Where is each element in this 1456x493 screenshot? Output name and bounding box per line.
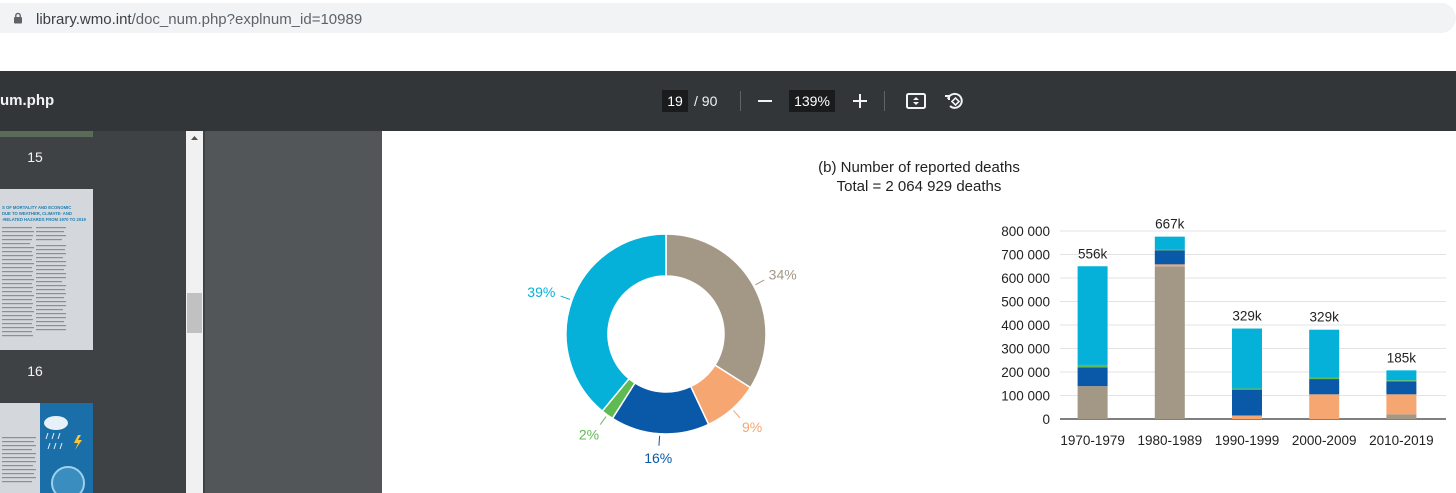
fit-to-page-button[interactable] bbox=[901, 86, 931, 116]
zoom-level-input[interactable]: 139% bbox=[789, 90, 835, 112]
y-tick-label: 400 000 bbox=[1001, 318, 1050, 333]
x-tick-label: 1990-1999 bbox=[1215, 433, 1280, 448]
donut-leader-line bbox=[658, 435, 661, 446]
y-tick-label: 800 000 bbox=[1001, 224, 1050, 239]
donut-slice-label: 34% bbox=[769, 266, 797, 282]
cloud-icon bbox=[44, 416, 68, 430]
url-field[interactable]: library.wmo.int/doc_num.php?explnum_id=1… bbox=[0, 3, 1456, 33]
y-tick-label: 600 000 bbox=[1001, 271, 1050, 286]
bar-segment bbox=[1077, 367, 1108, 387]
bar-segment bbox=[1232, 389, 1262, 416]
rain-icon bbox=[45, 432, 63, 450]
donut-slice bbox=[665, 233, 767, 389]
scroll-up-icon[interactable] bbox=[186, 131, 203, 145]
bar-segment bbox=[1386, 380, 1417, 382]
thumbnail-page-number: 15 bbox=[27, 149, 43, 165]
x-tick-label: 1980-1989 bbox=[1138, 433, 1203, 448]
x-tick-label: 2000-2009 bbox=[1292, 433, 1357, 448]
sidebar-scrollbar-thumb[interactable] bbox=[187, 293, 202, 333]
toolbar-divider bbox=[884, 91, 885, 111]
y-tick-label: 100 000 bbox=[1001, 389, 1050, 404]
bar-segment bbox=[1386, 370, 1417, 381]
bar-segment bbox=[1309, 329, 1340, 378]
y-tick-label: 700 000 bbox=[1001, 248, 1050, 263]
bar-segment bbox=[1154, 250, 1185, 265]
y-tick-label: 300 000 bbox=[1001, 342, 1050, 357]
storm-icon bbox=[51, 466, 85, 493]
donut-leader-line bbox=[560, 295, 571, 300]
url-path: /doc_num.php?explnum_id=10989 bbox=[131, 11, 363, 28]
pdf-page: (b) Number of reported deaths Total = 2 … bbox=[382, 131, 1456, 493]
donut-slice-label: 2% bbox=[579, 426, 599, 442]
bar-total-label: 556k bbox=[1078, 246, 1108, 261]
bar-segment bbox=[1077, 266, 1108, 365]
bar-segment bbox=[1232, 388, 1262, 390]
toolbar-divider bbox=[740, 91, 741, 111]
pdf-toolbar: um.php 19 / 90 139% bbox=[0, 71, 1456, 131]
stacked-bar-chart: 0 100 000 200 000 300 000 400 000 500 000 600 … bbox=[1001, 217, 1446, 448]
bar-total-label: 185k bbox=[1387, 350, 1417, 365]
thumbnail-sidebar: 15 S OF MORTALITY AND ECONOMIC DUE TO WE… bbox=[0, 131, 205, 493]
thumbnail-page-number: 16 bbox=[27, 363, 43, 379]
thumbnail-14-edge[interactable] bbox=[0, 131, 93, 137]
bar-segment bbox=[1232, 328, 1262, 389]
thumbnail-heading-line-2: DUE TO WEATHER, CLIMATE- AND bbox=[2, 211, 72, 216]
bar-segment bbox=[1077, 386, 1108, 419]
bar-segment bbox=[1154, 264, 1185, 267]
bar-total-label: 667k bbox=[1155, 217, 1185, 232]
bar-total-label: 329k bbox=[1310, 310, 1340, 325]
y-tick-label: 0 bbox=[1042, 412, 1050, 427]
bar-segment bbox=[1309, 379, 1340, 395]
bar-segment bbox=[1154, 266, 1185, 419]
x-tick-label: 1970-1979 bbox=[1060, 433, 1125, 448]
minus-icon bbox=[758, 100, 772, 102]
plus-icon bbox=[853, 94, 867, 108]
rotate-button[interactable] bbox=[939, 86, 969, 116]
donut-slice-label: 16% bbox=[644, 450, 672, 466]
donut-leader-line bbox=[733, 410, 741, 419]
zoom-in-button[interactable] bbox=[845, 86, 875, 116]
donut-leader-line bbox=[599, 416, 607, 425]
figure-title: (b) Number of reported deaths bbox=[818, 159, 1020, 176]
thumbnail-15-preview: S OF MORTALITY AND ECONOMIC DUE TO WEATH… bbox=[0, 189, 93, 350]
donut-slice-label: 39% bbox=[527, 284, 555, 300]
bar-total-label: 329k bbox=[1232, 309, 1262, 324]
thumbnail-text-lines bbox=[2, 437, 36, 483]
lightning-icon bbox=[74, 435, 82, 450]
bar-segment bbox=[1309, 377, 1340, 380]
thumbnail-heading-line-3: -RELATED HAZARDS FROM 1970 TO 2019 bbox=[2, 217, 87, 222]
y-tick-label: 500 000 bbox=[1001, 295, 1050, 310]
bar-segment bbox=[1154, 249, 1185, 251]
y-tick-label: 200 000 bbox=[1001, 365, 1050, 380]
url-host: library.wmo.int bbox=[36, 11, 132, 28]
rotate-icon bbox=[945, 92, 963, 109]
bar-segment bbox=[1386, 381, 1417, 395]
thumbnail-text-lines bbox=[2, 227, 66, 337]
figure-subtitle: Total = 2 064 929 deaths bbox=[836, 178, 1002, 195]
page-gap bbox=[0, 36, 1456, 71]
thumbnail-16-preview bbox=[0, 403, 93, 493]
lock-icon[interactable] bbox=[12, 12, 24, 24]
bar-segment bbox=[1386, 414, 1417, 419]
x-tick-label: 2010-2019 bbox=[1369, 433, 1434, 448]
donut-slice bbox=[565, 233, 667, 413]
total-pages: / 90 bbox=[694, 93, 718, 109]
donut-slice-label: 9% bbox=[742, 419, 762, 435]
browser-address-bar: library.wmo.int/doc_num.php?explnum_id=1… bbox=[0, 0, 1456, 36]
file-name: um.php bbox=[0, 92, 55, 109]
zoom-out-button[interactable] bbox=[750, 86, 780, 116]
thumbnail-page-15[interactable]: S OF MORTALITY AND ECONOMIC DUE TO WEATH… bbox=[0, 189, 93, 350]
thumbnail-page-16[interactable] bbox=[0, 403, 93, 493]
bar-segment bbox=[1154, 236, 1185, 250]
donut-leader-line bbox=[755, 279, 765, 286]
fit-page-icon bbox=[906, 93, 926, 109]
bar-segment bbox=[1309, 394, 1340, 419]
page-number-input[interactable]: 19 bbox=[662, 90, 688, 112]
bar-segment bbox=[1232, 415, 1262, 419]
thumbnail-heading-line-1: S OF MORTALITY AND ECONOMIC bbox=[2, 205, 71, 210]
bar-segment bbox=[1077, 364, 1108, 368]
donut-chart: 34% 9% 16% 2% 39% bbox=[527, 233, 797, 466]
url-text[interactable]: library.wmo.int/doc_num.php?explnum_id=1… bbox=[36, 11, 362, 28]
bar-segment bbox=[1386, 394, 1417, 415]
